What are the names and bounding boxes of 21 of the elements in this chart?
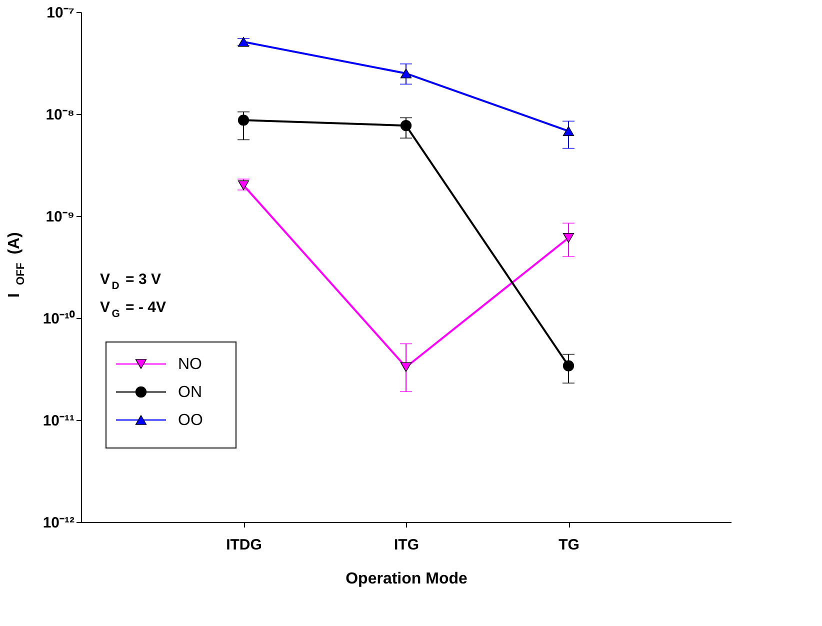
point <box>238 114 250 126</box>
y-tick-label: 10⁻¹¹ <box>42 412 74 430</box>
point <box>400 68 412 78</box>
y-tick-label: 10⁻¹⁰ <box>42 310 76 328</box>
legend-label: ON <box>178 384 202 401</box>
point <box>562 360 574 372</box>
point <box>562 126 574 136</box>
point <box>400 362 412 372</box>
y-axis-title: IOFF (A) <box>6 232 27 298</box>
point <box>562 233 574 243</box>
y-tick-label: 10⁻⁷ <box>46 4 74 22</box>
y-tick-label: 10⁻⁸ <box>46 106 74 124</box>
y-tick-label: 10⁻¹² <box>42 514 74 532</box>
y-tick-label: 10⁻⁹ <box>46 208 74 226</box>
legend-label: OO <box>178 412 203 429</box>
point <box>400 120 412 132</box>
x-tick-label: ITG <box>394 536 419 554</box>
x-tick-label: ITDG <box>226 536 262 554</box>
legend-label: NO <box>178 356 202 373</box>
x-axis-title: Operation Mode <box>346 570 468 588</box>
x-tick-label: TG <box>558 536 580 554</box>
